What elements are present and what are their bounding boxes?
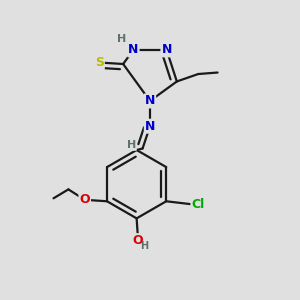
Text: N: N [145,94,155,107]
Text: H: H [118,34,127,44]
Text: O: O [80,193,90,206]
Text: H: H [141,241,149,251]
Text: O: O [133,234,143,247]
Text: Cl: Cl [191,198,205,211]
Text: N: N [145,120,155,133]
Text: S: S [95,56,104,69]
Text: H: H [127,140,136,150]
Text: N: N [161,44,172,56]
Text: N: N [128,44,139,56]
